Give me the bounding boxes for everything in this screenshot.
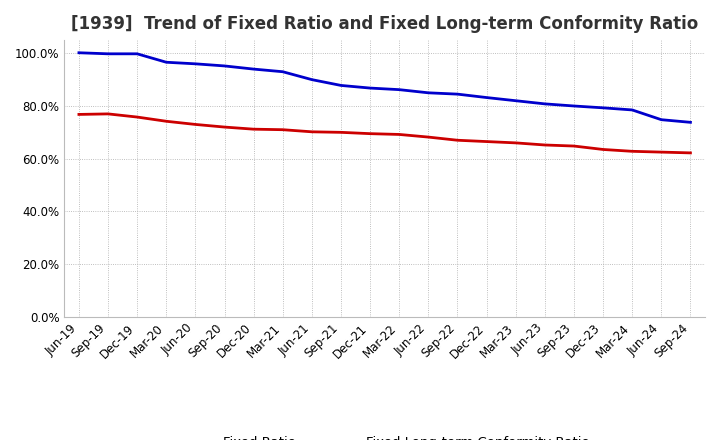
- Fixed Long-term Conformity Ratio: [366, 131, 374, 136]
- Fixed Long-term Conformity Ratio: [657, 150, 666, 155]
- Fixed Ratio: [104, 51, 112, 56]
- Fixed Long-term Conformity Ratio: [424, 135, 433, 140]
- Fixed Long-term Conformity Ratio: [75, 112, 84, 117]
- Fixed Long-term Conformity Ratio: [249, 127, 258, 132]
- Fixed Long-term Conformity Ratio: [570, 143, 578, 149]
- Fixed Long-term Conformity Ratio: [133, 114, 142, 120]
- Fixed Ratio: [337, 83, 346, 88]
- Fixed Long-term Conformity Ratio: [482, 139, 491, 144]
- Fixed Ratio: [541, 101, 549, 106]
- Fixed Ratio: [570, 103, 578, 109]
- Fixed Ratio: [511, 98, 520, 103]
- Title: [1939]  Trend of Fixed Ratio and Fixed Long-term Conformity Ratio: [1939] Trend of Fixed Ratio and Fixed Lo…: [71, 15, 698, 33]
- Fixed Ratio: [628, 107, 636, 113]
- Fixed Ratio: [599, 105, 608, 110]
- Legend: Fixed Ratio, Fixed Long-term Conformity Ratio: Fixed Ratio, Fixed Long-term Conformity …: [174, 430, 595, 440]
- Fixed Long-term Conformity Ratio: [628, 149, 636, 154]
- Fixed Ratio: [191, 61, 199, 66]
- Fixed Long-term Conformity Ratio: [162, 119, 171, 124]
- Fixed Long-term Conformity Ratio: [541, 143, 549, 148]
- Fixed Ratio: [424, 90, 433, 95]
- Fixed Ratio: [162, 59, 171, 65]
- Fixed Long-term Conformity Ratio: [220, 125, 229, 130]
- Fixed Ratio: [220, 63, 229, 69]
- Fixed Long-term Conformity Ratio: [191, 122, 199, 127]
- Fixed Long-term Conformity Ratio: [104, 111, 112, 117]
- Fixed Ratio: [657, 117, 666, 122]
- Fixed Long-term Conformity Ratio: [453, 138, 462, 143]
- Line: Fixed Long-term Conformity Ratio: Fixed Long-term Conformity Ratio: [79, 114, 690, 153]
- Fixed Ratio: [366, 85, 374, 91]
- Fixed Ratio: [482, 95, 491, 100]
- Fixed Ratio: [279, 69, 287, 74]
- Fixed Long-term Conformity Ratio: [307, 129, 316, 135]
- Fixed Ratio: [75, 50, 84, 55]
- Fixed Ratio: [133, 51, 142, 56]
- Fixed Ratio: [395, 87, 404, 92]
- Fixed Ratio: [453, 92, 462, 97]
- Fixed Ratio: [249, 66, 258, 72]
- Fixed Ratio: [307, 77, 316, 82]
- Fixed Ratio: [686, 120, 695, 125]
- Fixed Long-term Conformity Ratio: [599, 147, 608, 152]
- Fixed Long-term Conformity Ratio: [686, 150, 695, 155]
- Line: Fixed Ratio: Fixed Ratio: [79, 53, 690, 122]
- Fixed Long-term Conformity Ratio: [511, 140, 520, 146]
- Fixed Long-term Conformity Ratio: [337, 130, 346, 135]
- Fixed Long-term Conformity Ratio: [395, 132, 404, 137]
- Fixed Long-term Conformity Ratio: [279, 127, 287, 132]
